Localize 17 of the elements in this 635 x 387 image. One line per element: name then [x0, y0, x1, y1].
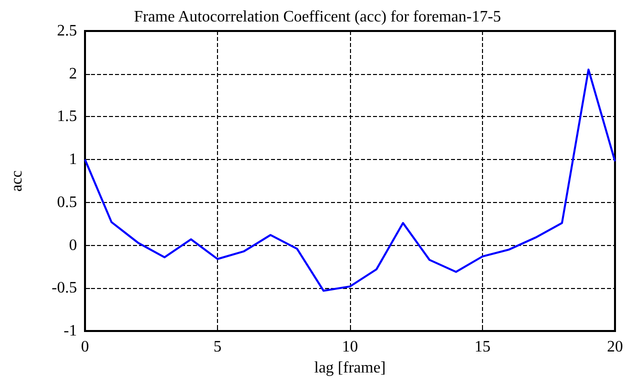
y-tick-label: 2: [69, 65, 77, 82]
x-tick-label: 5: [214, 338, 222, 356]
line-series: [84, 68, 616, 292]
x-tick-label: 20: [607, 338, 623, 356]
y-axis-title: acc: [8, 170, 26, 192]
y-tick-label: 0: [69, 236, 77, 254]
y-tick-label: 2.5: [57, 22, 77, 40]
y-tick-label: 0.5: [57, 194, 77, 211]
y-tick-label: -0.5: [52, 280, 77, 297]
y-tick-label: -1: [64, 322, 77, 340]
x-tick-label: 15: [474, 338, 490, 356]
chart-title: Frame Autocorrelation Coefficent (acc) for foreman-17-5: [134, 8, 502, 26]
y-tick-label: 1: [69, 151, 77, 168]
x-tick-label: 0: [81, 338, 89, 356]
x-axis-title: lag [frame]: [314, 359, 386, 376]
y-tick-label: 1.5: [57, 108, 77, 126]
x-tick-label: 10: [342, 338, 358, 356]
